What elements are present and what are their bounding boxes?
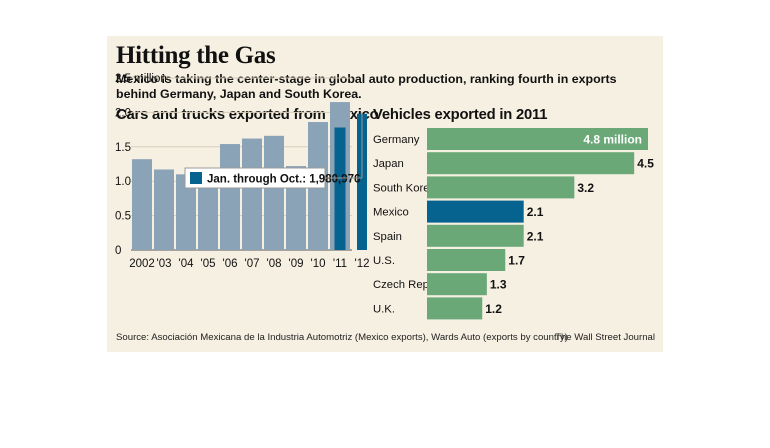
country-label: Spain [373, 231, 402, 243]
value-label: 2.1 [527, 205, 544, 219]
country-label: U.K. [373, 303, 395, 315]
bar-'04 [176, 174, 196, 250]
y-tick-label: 2.0 [115, 107, 131, 119]
bar-mexico [427, 200, 524, 223]
y-tick-label: 0 [115, 245, 121, 257]
x-tick-label: '04 [179, 258, 195, 270]
value-label: 1.7 [508, 254, 525, 268]
bar-czech-rep- [427, 273, 487, 296]
legend-swatch [190, 172, 202, 184]
country-label: Germany [373, 134, 420, 146]
x-tick-label: '12 [355, 258, 370, 270]
value-label: 2.1 [527, 229, 544, 243]
exports-column-chart: 0 0.5 1.0 1.5 2.0 2.5 million 2002'03 '04 '05 '06… [115, 73, 370, 270]
bar-'05 [198, 168, 218, 250]
x-tick-label: '07 [245, 258, 260, 270]
x-tick-label: '05 [201, 258, 216, 270]
x-tick-label: '06 [223, 258, 238, 270]
x-tick-label: '09 [289, 258, 304, 270]
bar-'06 [220, 144, 240, 250]
country-label: U.S. [373, 255, 395, 267]
legend-label: Jan. through Oct.: 1,980,976 [207, 174, 360, 186]
value-label: 4.5 [637, 157, 654, 171]
country-label: Mexico [373, 207, 409, 219]
x-tick-label: '11 [333, 258, 347, 270]
bar-japan [427, 152, 635, 175]
bar-'07 [242, 138, 262, 250]
value-label: 1.2 [485, 302, 502, 316]
graphic-title: Hitting the Gas [116, 42, 276, 69]
value-label: 4.8 million [583, 133, 642, 147]
value-label: 1.3 [490, 278, 507, 292]
y-tick-label: 2.5 million [115, 73, 167, 85]
y-tick-label: 1.0 [115, 176, 131, 188]
y-tick-label: 1.5 [115, 142, 131, 154]
bar-jan-oct-'11 [334, 127, 346, 250]
x-tick-label: '03 [157, 258, 172, 270]
y-tick-label: 0.5 [115, 211, 131, 223]
country-bar-chart: Germany 4.8 million Japan 4.5 South Korea 3.2… [373, 128, 654, 320]
bar-2002 [132, 159, 152, 250]
graphic-panel: Hitting the Gas Mexico is taking the cen… [107, 36, 663, 352]
left-chart-title: Cars and trucks exported from Mexico [116, 107, 379, 123]
bar-'08 [264, 135, 284, 250]
country-label: South Korea [373, 182, 437, 194]
x-tick-label: 2002 [129, 258, 155, 270]
bar-jan-oct-'12 [357, 113, 367, 250]
x-tick-label: '08 [267, 258, 282, 270]
bar-spain [427, 224, 524, 247]
x-tick-label: '10 [311, 258, 326, 270]
value-label: 3.2 [577, 181, 594, 195]
bar-germany [427, 128, 648, 150]
bar-'03 [154, 169, 174, 250]
country-label: Japan [373, 158, 404, 170]
source-note: Source: Asociación Mexicana de la Indust… [116, 332, 568, 343]
publisher-credit: The Wall Street Journal [555, 332, 655, 343]
bar-u-k- [427, 297, 483, 320]
graphic-subtitle: Mexico is taking the center-stage in glo… [116, 72, 617, 101]
country-label: Czech Rep. [373, 279, 432, 291]
bar-south-korea [427, 176, 575, 199]
right-chart-title: Vehicles exported in 2011 [373, 107, 548, 123]
bar-u-s- [427, 249, 506, 271]
